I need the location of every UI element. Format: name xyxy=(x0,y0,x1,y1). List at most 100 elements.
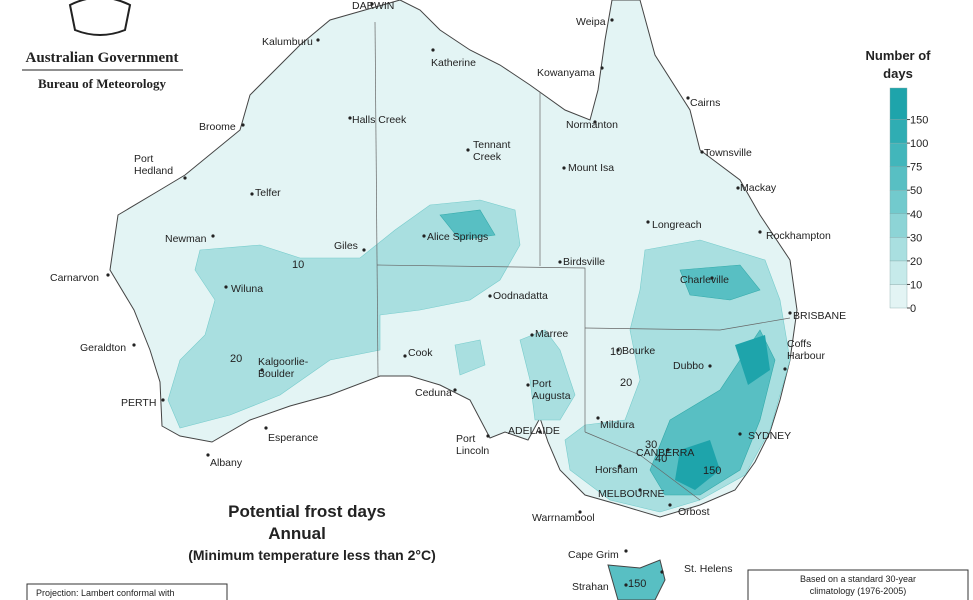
place-dot xyxy=(241,123,245,127)
legend-label: 40 xyxy=(910,209,922,221)
title-line: (Minimum temperature less than 2°C) xyxy=(188,547,436,563)
contour-label: 20 xyxy=(230,353,242,365)
legend-title: days xyxy=(883,66,913,81)
note: climatology (1976-2005) xyxy=(810,586,907,596)
place-label: Wiluna xyxy=(231,283,263,295)
place-dot xyxy=(161,398,165,402)
contour-label: 20 xyxy=(620,377,632,389)
place-dot xyxy=(624,549,628,553)
place-dot xyxy=(578,510,582,514)
place-label: Kalgoorlie- xyxy=(258,356,309,368)
legend-label: 150 xyxy=(910,115,928,127)
place-label: Creek xyxy=(473,151,502,163)
place-label: Dubbo xyxy=(673,360,704,372)
place-dot xyxy=(624,583,628,587)
map-title: Potential frost days Annual (Minimum tem… xyxy=(188,502,436,563)
title-line: Potential frost days xyxy=(228,502,386,521)
place-label: Cairns xyxy=(690,97,720,109)
place-label: BRISBANE xyxy=(793,310,846,322)
place-label: Giles xyxy=(334,240,358,252)
place-label: Mildura xyxy=(600,419,635,431)
place-dot xyxy=(260,368,264,372)
place-dot xyxy=(758,230,762,234)
place-label: Horsham xyxy=(595,464,638,476)
place-dot xyxy=(224,285,228,289)
legend-label: 10 xyxy=(910,279,922,291)
place-dot xyxy=(700,150,704,154)
place-dot xyxy=(708,364,712,368)
contour-label: 40 xyxy=(655,453,667,465)
legend-swatch xyxy=(889,190,908,214)
contour-label: 150 xyxy=(628,578,646,590)
place-label: Geraldton xyxy=(80,342,126,354)
contour-label: 150 xyxy=(703,465,721,477)
place-label: DARWIN xyxy=(352,0,394,12)
place-dot xyxy=(403,354,407,358)
place-label: Oodnadatta xyxy=(493,290,548,302)
place-dot xyxy=(686,96,690,100)
place-dot xyxy=(211,234,215,238)
place-label: Kalumburu xyxy=(262,36,313,48)
place-label: Port xyxy=(456,433,475,445)
place-dot xyxy=(660,570,664,574)
legend-label: 100 xyxy=(910,138,928,150)
contour-label: 10 xyxy=(292,259,304,271)
place-dot xyxy=(106,273,110,277)
place-label: Alice Springs xyxy=(427,231,488,243)
place-dot xyxy=(638,488,642,492)
legend-label: 20 xyxy=(910,256,922,268)
place-dot xyxy=(526,383,530,387)
place-dot xyxy=(206,453,210,457)
place-dot xyxy=(316,38,320,42)
legend-swatch xyxy=(889,142,908,167)
place-dot xyxy=(788,311,792,315)
place-label: St. Helens xyxy=(684,563,732,575)
legend-swatch xyxy=(889,87,908,120)
place-label: Kowanyama xyxy=(537,67,595,79)
place-label: Halls Creek xyxy=(352,114,407,126)
place-dot xyxy=(538,430,542,434)
legend-swatch xyxy=(889,213,908,238)
place-label: Harbour xyxy=(787,350,825,362)
place-label: Cape Grim xyxy=(568,549,619,561)
place-dot xyxy=(530,333,534,337)
place-label: Newman xyxy=(165,233,207,245)
title-line: Annual xyxy=(268,524,326,543)
place-dot xyxy=(370,2,374,6)
place-label: SYDNEY xyxy=(748,430,791,442)
place-label: Warrnambool xyxy=(532,512,595,524)
place-label: Orbost xyxy=(678,506,710,518)
note: Projection: Lambert conformal with xyxy=(36,588,175,598)
legend-label: 30 xyxy=(910,232,922,244)
place-dot xyxy=(610,18,614,22)
place-label: Hedland xyxy=(134,165,173,177)
place-dot xyxy=(132,343,136,347)
contour-label: 10 xyxy=(610,346,622,358)
place-dot xyxy=(558,260,562,264)
place-dot xyxy=(453,388,457,392)
place-label: Katherine xyxy=(431,57,476,69)
legend-label: 0 xyxy=(910,303,916,315)
place-label: PERTH xyxy=(121,397,156,409)
bureau-name: Bureau of Meteorology xyxy=(38,76,167,91)
state-borders xyxy=(374,21,791,501)
place-label: Boulder xyxy=(258,368,295,380)
legend-title: Number of xyxy=(866,48,932,63)
place-label: Port xyxy=(532,378,551,390)
place-dot xyxy=(593,120,597,124)
contour-label: 30 xyxy=(645,439,657,451)
legend-label: 50 xyxy=(910,185,922,197)
place-label: Augusta xyxy=(532,390,571,402)
place-label: Port xyxy=(134,153,153,165)
place-label: Mount Isa xyxy=(568,162,614,174)
note: Based on a standard 30-year xyxy=(800,574,916,584)
place-dot xyxy=(738,432,742,436)
place-label: Mackay xyxy=(740,182,777,194)
place-label: Telfer xyxy=(255,187,281,199)
place-dot xyxy=(488,294,492,298)
place-dot xyxy=(783,367,787,371)
place-dot xyxy=(362,248,366,252)
place-dot xyxy=(562,166,566,170)
place-dot xyxy=(646,220,650,224)
place-label: Strahan xyxy=(572,581,609,593)
